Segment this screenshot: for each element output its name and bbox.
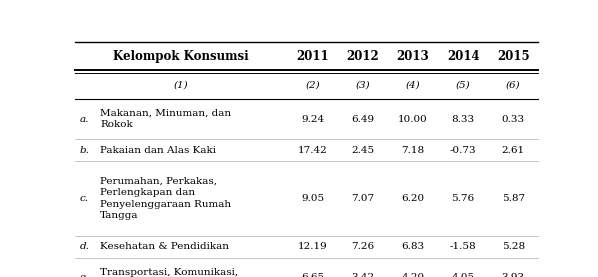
Text: 10.00: 10.00 — [398, 115, 428, 124]
Text: 2011: 2011 — [297, 50, 329, 63]
Text: (1): (1) — [174, 81, 188, 90]
Text: 7.26: 7.26 — [352, 242, 374, 252]
Text: b.: b. — [80, 146, 89, 155]
Text: 5.87: 5.87 — [502, 194, 524, 203]
Text: Kelompok Konsumsi: Kelompok Konsumsi — [114, 50, 249, 63]
Text: (6): (6) — [506, 81, 520, 90]
Text: 17.42: 17.42 — [298, 146, 328, 155]
Text: 3.42: 3.42 — [352, 273, 374, 277]
Text: 4.05: 4.05 — [451, 273, 475, 277]
Text: 4.20: 4.20 — [401, 273, 425, 277]
Text: 9.05: 9.05 — [301, 194, 325, 203]
Text: 5.28: 5.28 — [502, 242, 524, 252]
Text: 8.33: 8.33 — [451, 115, 475, 124]
Text: 12.19: 12.19 — [298, 242, 328, 252]
Text: Perumahan, Perkakas,
Perlengkapan dan
Penyelenggaraan Rumah
Tangga: Perumahan, Perkakas, Perlengkapan dan Pe… — [100, 177, 231, 220]
Text: 5.76: 5.76 — [451, 194, 475, 203]
Text: (3): (3) — [356, 81, 370, 90]
Text: 2.45: 2.45 — [352, 146, 374, 155]
Text: Pakaian dan Alas Kaki: Pakaian dan Alas Kaki — [100, 146, 216, 155]
Text: 6.83: 6.83 — [401, 242, 425, 252]
Text: 7.18: 7.18 — [401, 146, 425, 155]
Text: Transportasi, Komunikasi,
Rekreasi, dan Budaya: Transportasi, Komunikasi, Rekreasi, dan … — [100, 268, 239, 277]
Text: 2014: 2014 — [447, 50, 480, 63]
Text: (4): (4) — [406, 81, 420, 90]
Text: 2012: 2012 — [347, 50, 379, 63]
Text: 6.20: 6.20 — [401, 194, 425, 203]
Text: 7.07: 7.07 — [352, 194, 374, 203]
Text: 6.65: 6.65 — [301, 273, 325, 277]
Text: Kesehatan & Pendidikan: Kesehatan & Pendidikan — [100, 242, 229, 252]
Text: d.: d. — [80, 242, 89, 252]
Text: 2.61: 2.61 — [502, 146, 524, 155]
Text: -1.58: -1.58 — [450, 242, 477, 252]
Text: -0.73: -0.73 — [450, 146, 477, 155]
Text: 3.93: 3.93 — [502, 273, 524, 277]
Text: e.: e. — [80, 273, 89, 277]
Text: 6.49: 6.49 — [352, 115, 374, 124]
Text: 9.24: 9.24 — [301, 115, 325, 124]
Text: Makanan, Minuman, dan
Rokok: Makanan, Minuman, dan Rokok — [100, 109, 231, 129]
Text: 2013: 2013 — [396, 50, 429, 63]
Text: 2015: 2015 — [497, 50, 529, 63]
Text: (2): (2) — [306, 81, 321, 90]
Text: 0.33: 0.33 — [502, 115, 524, 124]
Text: c.: c. — [80, 194, 89, 203]
Text: (5): (5) — [456, 81, 471, 90]
Text: a.: a. — [80, 115, 89, 124]
